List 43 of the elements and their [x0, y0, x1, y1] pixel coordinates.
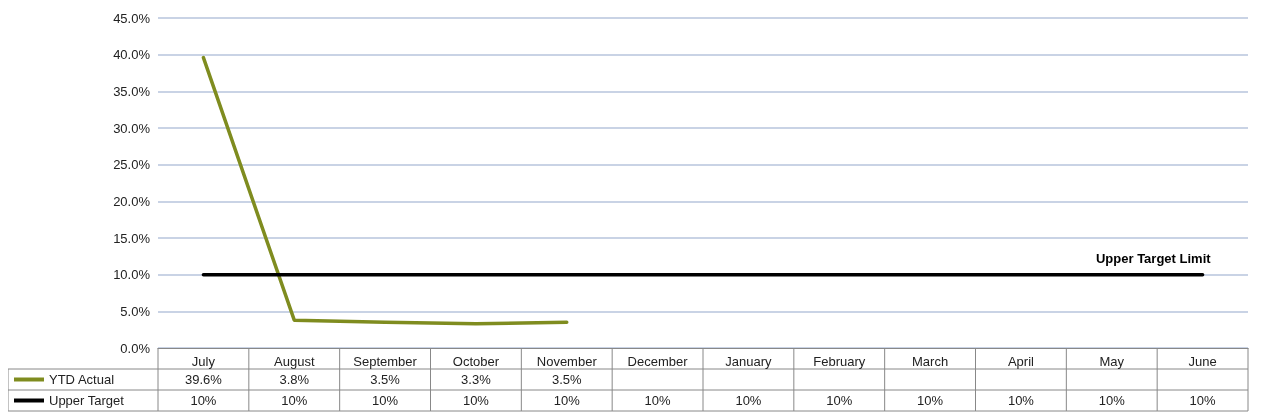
data-label: 10% [917, 393, 944, 408]
data-label: 10% [1007, 393, 1035, 408]
data-label: 10% [190, 393, 217, 408]
data-label: 10% [1098, 393, 1126, 408]
legend-label: YTD Actual [49, 372, 115, 387]
legend-label: Upper Target [49, 393, 125, 408]
data-label: 39.6% [184, 372, 223, 387]
data-label: 3.5% [551, 372, 582, 387]
data-label: 10% [462, 393, 490, 408]
x-tick-label: March [912, 354, 949, 369]
data-label: 10% [1189, 393, 1217, 408]
data-label: 3.5% [370, 372, 401, 387]
x-tick-label: May [1099, 354, 1125, 369]
y-tick-label: 35.0% [113, 83, 151, 99]
data-label: 10% [372, 393, 399, 408]
y-tick-label: 15.0% [113, 230, 151, 246]
line-series [201, 55, 569, 326]
x-tick-label: April [1007, 354, 1035, 369]
x-tick-label: September [353, 354, 418, 369]
x-tick-label: January [725, 354, 773, 369]
x-tick-label: June [1188, 354, 1217, 369]
data-label: 10% [644, 393, 672, 408]
y-tick-label: 5.0% [120, 303, 151, 319]
annotation: Upper Target Limit [1095, 250, 1212, 266]
data-label: 10% [553, 393, 581, 408]
y-tick-label: 25.0% [113, 157, 151, 173]
y-tick-label: 10.0% [113, 267, 151, 283]
data-label: 10% [735, 393, 762, 408]
y-tick-label: 45.0% [113, 10, 151, 26]
y-tick-label: 40.0% [113, 47, 151, 63]
data-label: 10% [281, 393, 308, 408]
y-tick-label: 20.0% [113, 193, 151, 209]
x-tick-label: November [536, 354, 598, 369]
y-tick-label: 30.0% [113, 120, 151, 136]
x-tick-label: August [274, 354, 315, 369]
data-label: 3.3% [461, 372, 492, 387]
y-tick-label: 0.0% [120, 340, 151, 356]
data-label: 3.8% [279, 372, 310, 387]
x-tick-label: July [191, 354, 216, 369]
x-tick-label: October [452, 354, 500, 369]
data-label: 10% [826, 393, 853, 408]
x-tick-label: February [813, 354, 866, 369]
x-tick-label: December [627, 354, 689, 369]
